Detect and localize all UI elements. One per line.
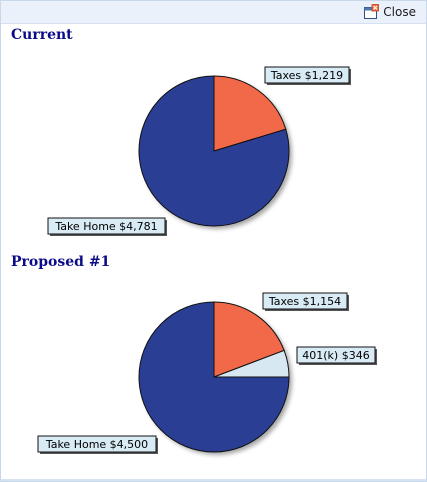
label-box xyxy=(37,435,157,453)
slice-label-text: Taxes $1,154 xyxy=(268,295,341,308)
pie-slice xyxy=(213,75,287,152)
slice-label-text: Take Home $4,781 xyxy=(54,220,157,233)
bottom-divider xyxy=(1,479,426,481)
toolbar: Close xyxy=(1,1,426,24)
pie-slice xyxy=(138,75,290,227)
label-box xyxy=(47,217,166,235)
pie-label: Taxes $1,219 xyxy=(264,66,351,85)
pie-label: Take Home $4,781 xyxy=(47,217,167,236)
slice-label-text: 401(k) $346 xyxy=(302,349,369,362)
label-box xyxy=(264,66,350,84)
section-title-proposed: Proposed #1 xyxy=(11,254,111,270)
pie-label: 401(k) $346 xyxy=(296,346,377,365)
pie-slice xyxy=(213,301,285,378)
label-box xyxy=(296,346,376,364)
close-button[interactable]: Close xyxy=(363,4,416,20)
close-window-icon xyxy=(363,4,380,20)
pie-label: Taxes $1,154 xyxy=(262,292,349,311)
pie-slice xyxy=(138,301,290,453)
label-box xyxy=(262,292,348,310)
pie-chart-1: Taxes $1,154 401(k) $346 Take Home $4,500 xyxy=(37,292,377,454)
pie-label: Take Home $4,500 xyxy=(37,435,158,454)
slice-label-text: Taxes $1,219 xyxy=(270,69,343,82)
close-label: Close xyxy=(383,5,416,19)
section-title-current: Current xyxy=(11,27,73,43)
slice-label-text: Take Home $4,500 xyxy=(45,438,148,451)
pie-chart-0: Taxes $1,219 Take Home $4,781 xyxy=(47,66,351,236)
